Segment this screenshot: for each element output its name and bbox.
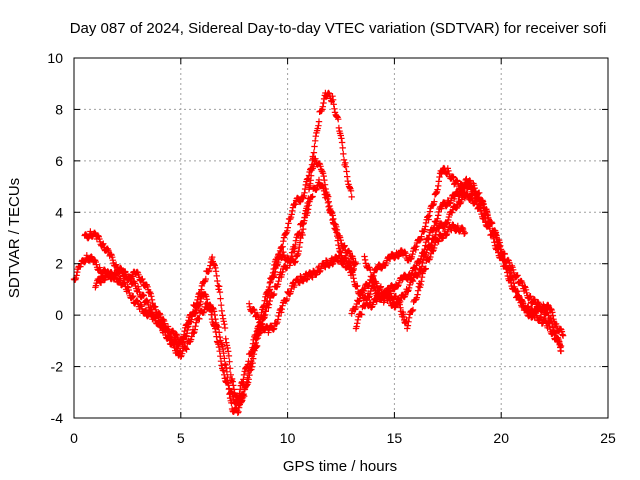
y-axis-label: SDTVAR / TECUs [6,178,23,298]
x-tick-label: 25 [600,430,616,446]
tick-labels: 0 5 10 15 20 25 -4 -2 0 2 4 6 8 10 [47,50,616,446]
y-tick-label: 4 [55,204,63,220]
series-track-7 [361,221,469,332]
plot-frame [73,57,609,419]
axis-ticks [73,57,609,419]
series-track-6 [352,190,565,351]
y-tick-label: -2 [51,359,64,375]
x-tick-label: 0 [70,430,78,446]
y-tick-label: -4 [51,410,64,426]
series-track-3 [92,176,360,407]
chart-title: Day 087 of 2024, Sidereal Day-to-day VTE… [70,20,607,37]
y-tick-label: 2 [55,256,63,272]
series-markers [92,176,360,407]
x-tick-label: 10 [280,430,296,446]
series-markers [352,190,565,351]
series-markers [348,164,567,339]
y-tick-label: 0 [55,307,63,323]
data-marks [70,89,567,416]
y-tick-label: 6 [55,153,63,169]
series-track-1 [70,89,355,416]
series-markers [70,89,355,416]
x-tick-label: 20 [493,430,509,446]
y-tick-label: 10 [47,50,63,66]
x-tick-label: 15 [387,430,403,446]
series-track-5 [348,164,567,339]
x-axis-label: GPS time / hours [283,458,397,475]
series-markers [361,221,469,332]
y-tick-label: 8 [55,101,63,117]
x-tick-label: 5 [177,430,185,446]
